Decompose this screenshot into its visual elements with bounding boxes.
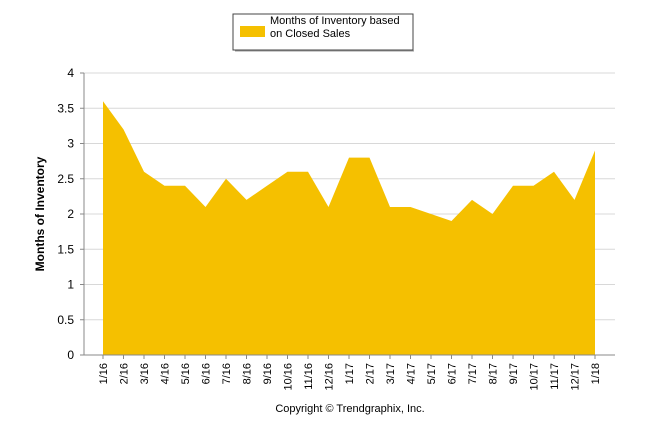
x-tick-label: 1/16 — [98, 363, 110, 384]
y-tick-label: 3 — [67, 137, 74, 151]
x-tick-label: 11/16 — [303, 363, 315, 390]
x-tick-label: 9/17 — [508, 363, 520, 384]
x-tick-label: 8/17 — [488, 363, 500, 384]
footer: Copyright © Trendgraphix, Inc. — [275, 403, 424, 415]
x-tick-label: 9/16 — [262, 363, 274, 384]
x-tick-label: 11/17 — [549, 363, 561, 390]
x-tick-label: 2/17 — [365, 363, 377, 384]
x-tick-label: 10/16 — [283, 363, 295, 391]
y-tick-label: 0.5 — [57, 313, 74, 327]
y-tick-label: 2 — [67, 207, 74, 221]
y-tick-label: 2.5 — [57, 172, 74, 186]
x-tick-label: 10/17 — [529, 363, 541, 391]
x-tick-label: 1/17 — [344, 363, 356, 384]
legend-text-box: Months of Inventory based on Closed Sale… — [270, 15, 400, 40]
y-tick-label: 0 — [67, 348, 74, 362]
x-tick-label: 8/16 — [242, 363, 254, 384]
x-tick-label: 3/16 — [139, 363, 151, 384]
x-tick-label: 7/16 — [221, 363, 233, 384]
y-tick-label: 1.5 — [57, 242, 74, 256]
x-tick-label: 7/17 — [467, 363, 479, 384]
x-tick-label: 5/16 — [180, 363, 192, 384]
area — [103, 101, 595, 355]
y-axis-label: Months of Inventory — [33, 156, 47, 271]
x-tick-label: 2/16 — [119, 363, 131, 384]
x-tick-label: 3/17 — [385, 363, 397, 384]
y-tick-label: 1 — [67, 278, 74, 292]
y-tick-label: 4 — [67, 66, 74, 80]
legend-swatch — [240, 26, 265, 37]
y-tick-label: 3.5 — [57, 101, 74, 115]
x-tick-label: 12/17 — [570, 363, 582, 391]
x-tick-label: 4/17 — [406, 363, 418, 384]
x-tick-label: 4/16 — [160, 363, 172, 384]
legend-label: Months of Inventory based on Closed Sale… — [270, 15, 400, 40]
x-tick-label: 12/16 — [324, 363, 336, 391]
x-tick-label: 1/18 — [590, 363, 602, 384]
x-tick-label: 6/17 — [447, 363, 459, 384]
x-tick-label: 5/17 — [426, 363, 438, 384]
x-tick-label: 6/16 — [201, 363, 213, 384]
